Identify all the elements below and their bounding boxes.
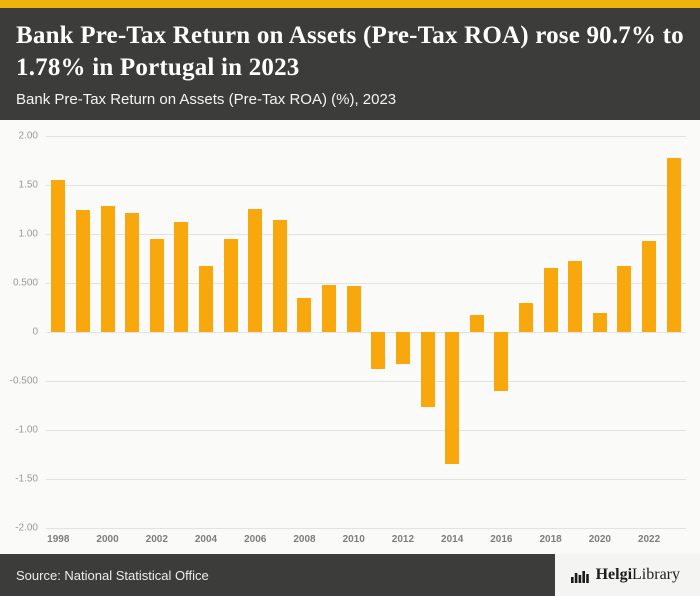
bar-2002 (149, 238, 164, 332)
y-tick-label: -1.50 (15, 473, 38, 485)
helgi-logo: HelgiLibrary (554, 554, 700, 596)
bar-2020 (592, 313, 607, 332)
gridline (46, 332, 686, 333)
x-tick-label: 2010 (342, 534, 365, 545)
x-tick-label: 2004 (194, 534, 218, 545)
bar-2022 (642, 240, 657, 332)
plot-area (46, 136, 686, 529)
x-tick-label: 2008 (293, 534, 316, 545)
y-tick-label: 0.500 (12, 277, 38, 289)
bar-2006 (248, 208, 263, 332)
bar-2018 (543, 268, 558, 332)
x-tick-label: 2016 (490, 534, 513, 545)
y-tick-label: 1.00 (18, 228, 38, 240)
x-tick-label: 2002 (145, 534, 168, 545)
y-tick-label: -1.00 (15, 424, 38, 436)
bar-2013 (420, 332, 435, 408)
accent-strip (0, 0, 700, 8)
bar-2004 (199, 266, 213, 332)
y-tick-label: -2.00 (15, 522, 38, 534)
gridline (46, 528, 686, 529)
x-tick-label: 1998 (47, 534, 70, 545)
x-tick-label: 2006 (244, 534, 267, 545)
x-tick-label: 2018 (539, 534, 562, 545)
bar-2010 (346, 285, 361, 332)
logo-text-library: Library (632, 566, 680, 583)
bar-2019 (568, 261, 583, 332)
gridline (46, 283, 686, 284)
bar-2001 (125, 213, 140, 332)
bar-2015 (469, 315, 484, 332)
bar-2014 (445, 332, 460, 465)
logo-text: HelgiLibrary (596, 566, 680, 584)
bar-2003 (174, 222, 189, 332)
y-axis-labels: 2.00 1.50 1.00 0.500 0 -0.500 -1.00 -1.50 -2.00 (0, 131, 46, 534)
gridline (46, 381, 686, 382)
chart-title: Bank Pre-Tax Return on Assets (Pre-Tax R… (16, 22, 684, 81)
bar-2012 (395, 332, 410, 365)
bar-2005 (223, 238, 238, 332)
bar-2023 (666, 157, 681, 332)
x-tick-label: 2020 (588, 534, 611, 545)
y-tick-label: 2.00 (18, 130, 38, 142)
bar-1999 (75, 209, 90, 332)
y-tick-label: 0 (32, 326, 38, 338)
x-tick-label: 2022 (637, 534, 661, 545)
x-axis-labels: 1998 2000 2002 2004 2006 2008 2010 2012 2014 2016… (46, 528, 686, 554)
bar-2021 (617, 266, 632, 332)
bar-2007 (272, 220, 287, 332)
logo-text-helgi: Helgi (595, 566, 633, 583)
gridline (46, 136, 686, 137)
gridline (46, 185, 686, 186)
gridline (46, 234, 686, 235)
bar-2011 (371, 332, 386, 370)
bar-chart-icon (570, 568, 589, 583)
bar-1998 (51, 180, 66, 332)
gridline (46, 479, 686, 480)
bar-2016 (494, 332, 509, 391)
y-tick-label: -0.500 (9, 375, 38, 387)
source-text: Source: National Statistical Office (16, 567, 209, 583)
chart-region: 2.00 1.50 1.00 0.500 0 -0.500 -1.00 -1.50 -2.00 … (0, 120, 700, 554)
chart-header: Bank Pre-Tax Return on Assets (Pre-Tax R… (0, 8, 700, 120)
x-tick-label: 2000 (96, 534, 119, 545)
chart-footer: Source: National Statistical Office Helg… (0, 554, 700, 596)
y-tick-label: 1.50 (18, 179, 38, 191)
gridline (46, 430, 686, 431)
x-tick-label: 2012 (391, 534, 415, 545)
x-tick-label: 2014 (441, 534, 464, 545)
bar-2000 (100, 205, 115, 332)
bar-2009 (322, 284, 337, 332)
bar-2017 (519, 302, 533, 332)
chart-subtitle: Bank Pre-Tax Return on Assets (Pre-Tax R… (16, 91, 397, 108)
bar-2008 (297, 297, 312, 332)
